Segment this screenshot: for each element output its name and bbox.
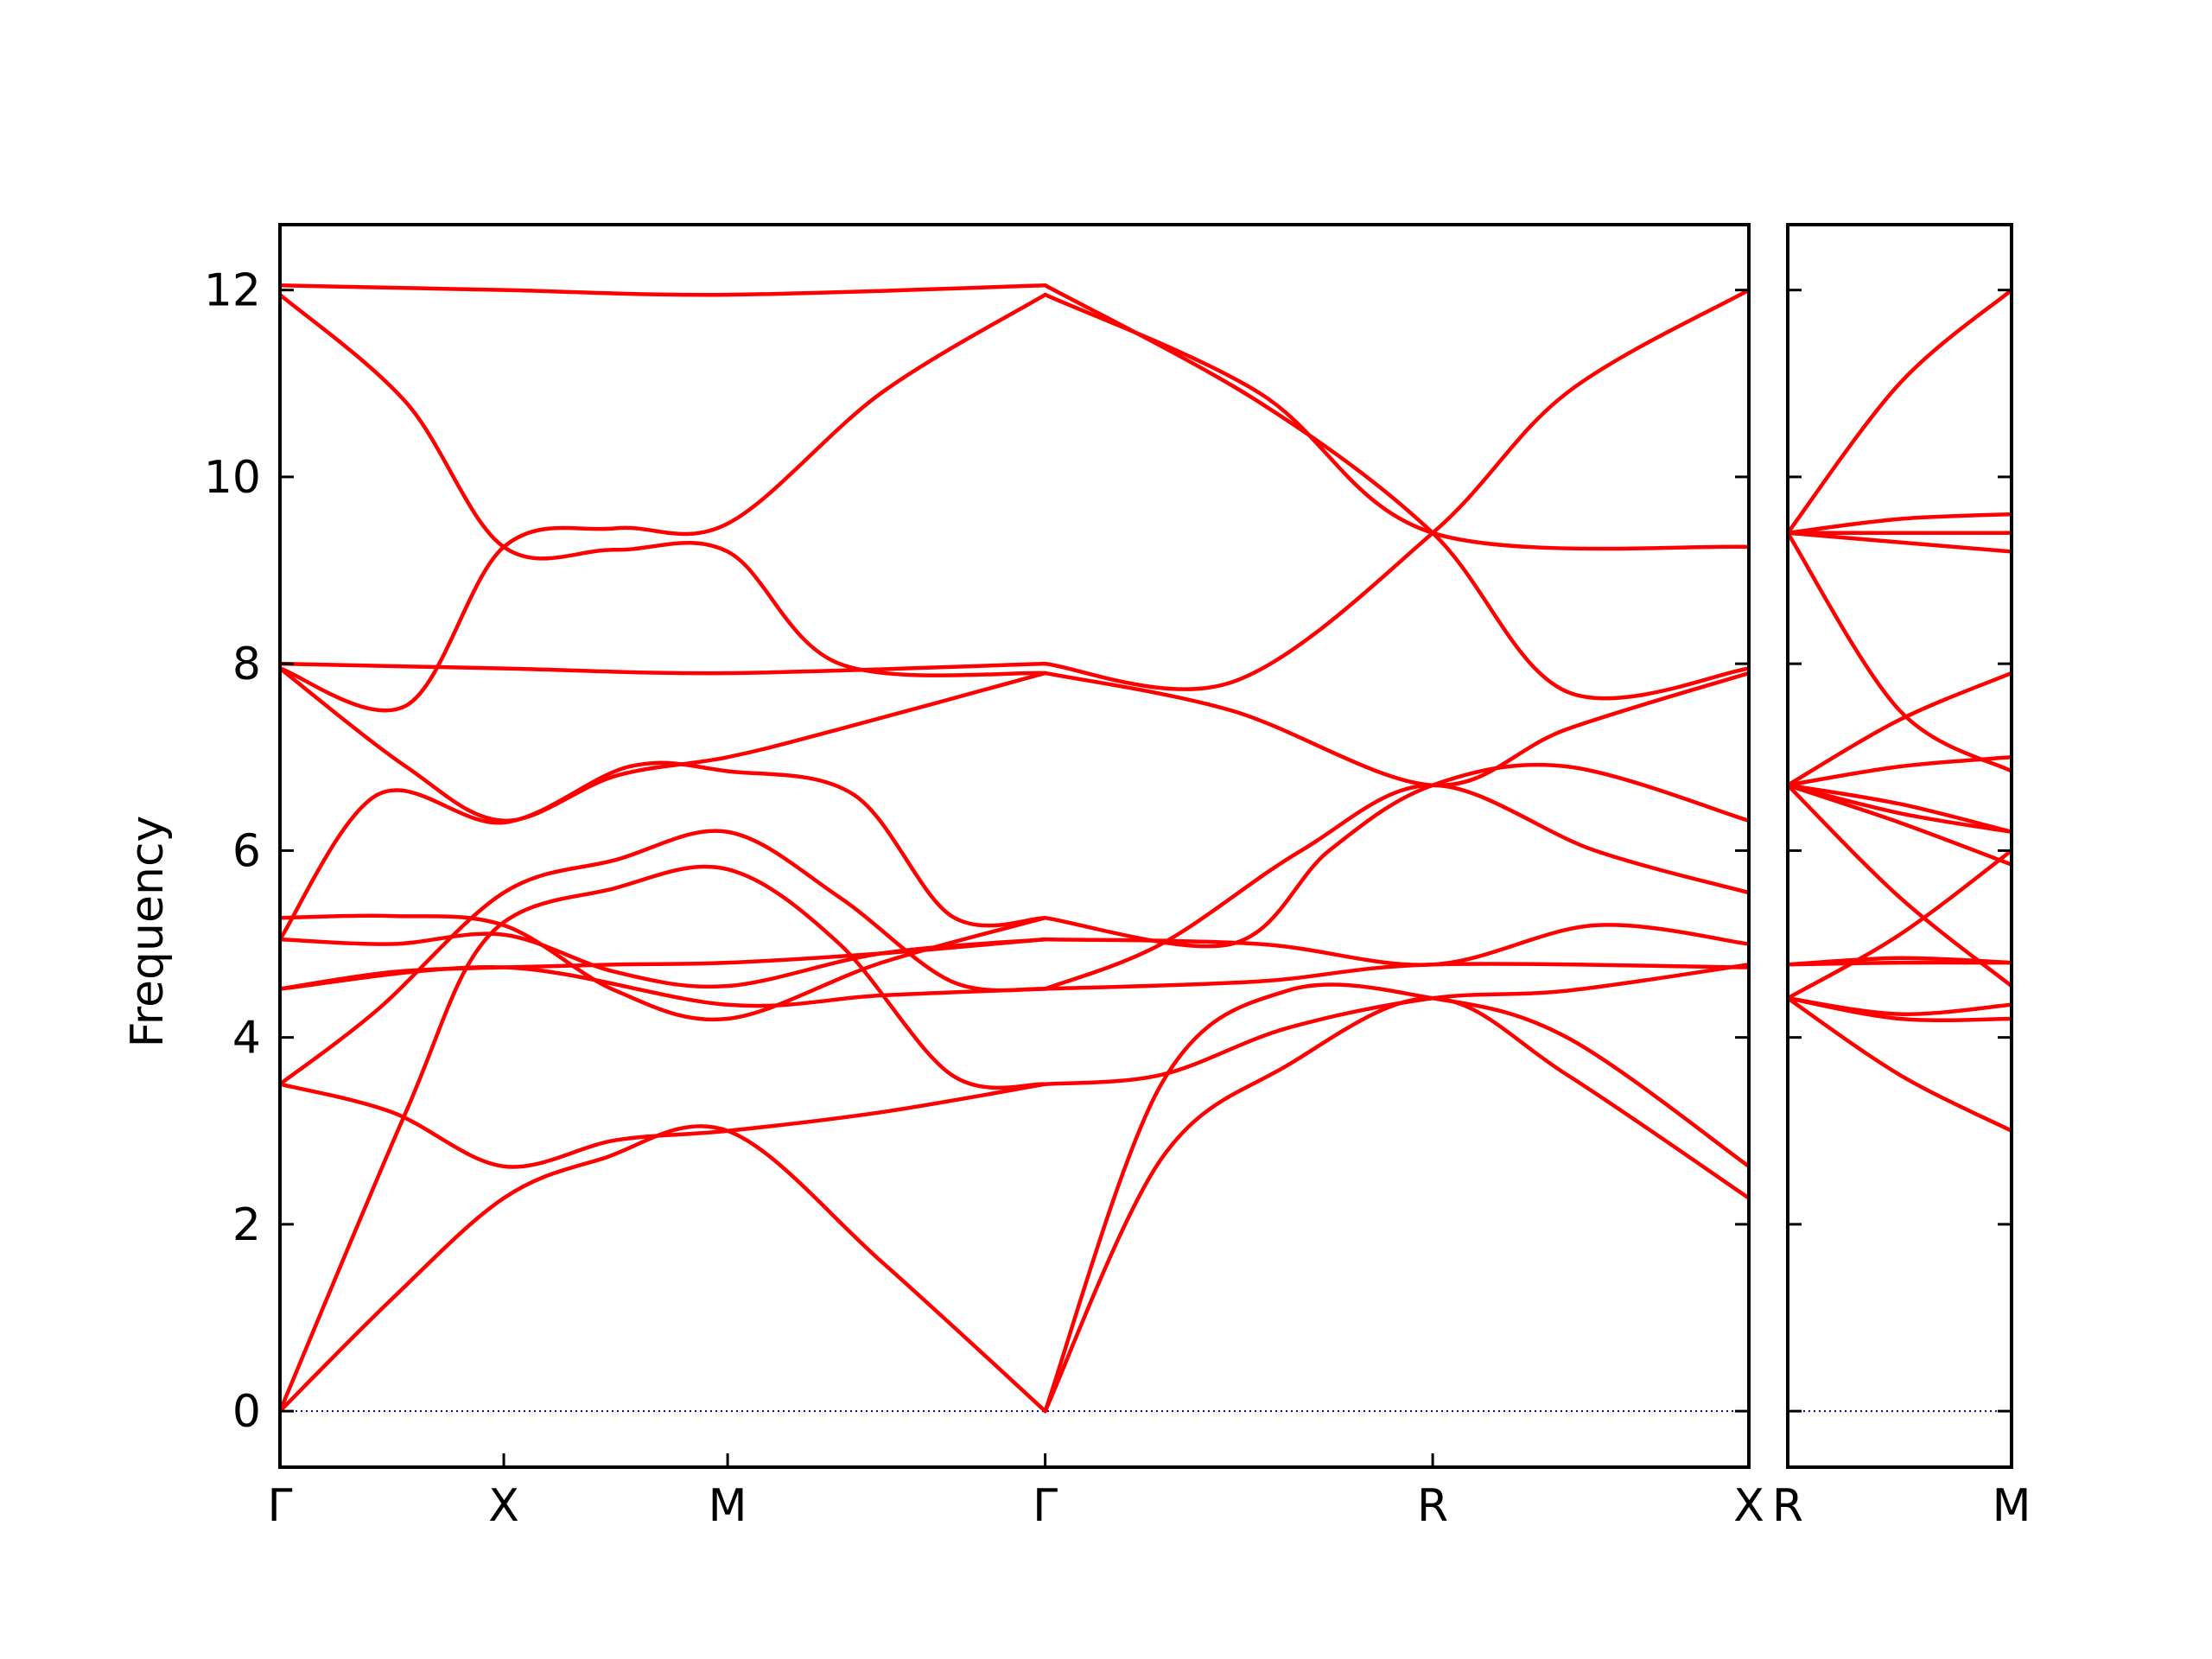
phonon-band-0-3 [280, 829, 1047, 1086]
phonon-band-1-10 [1788, 755, 2012, 787]
x-tick-label-0-2: M [709, 1480, 747, 1532]
phonon-band-1-6 [1788, 783, 2012, 988]
x-tick-label-0-4: R [1417, 1480, 1448, 1532]
phonon-band-0-0 [280, 1124, 1047, 1414]
phonon-band-0-11 [280, 661, 1047, 676]
phonon-band-0-17 [1043, 962, 1749, 991]
phonon-band-0-8 [280, 913, 1047, 1022]
phonon-band-0-5 [280, 965, 1047, 1008]
phonon-band-1-13 [1788, 531, 2012, 554]
phonon-band-1-15 [1788, 512, 2012, 536]
phonon-band-1-9 [1788, 783, 2012, 835]
x-tick-label-0-1: X [488, 1480, 519, 1532]
phonon-band-0-1 [280, 864, 1047, 1414]
phonon-band-0-2 [280, 1082, 1047, 1169]
phonon-band-1-12 [1788, 531, 2012, 773]
phonon-band-0-6 [280, 931, 1047, 989]
phonon-band-0-12 [280, 283, 1047, 297]
phonon-band-0-10 [280, 666, 1047, 823]
phonon-band-1-16 [1788, 288, 2012, 536]
phonon-band-0-23 [1043, 283, 1749, 701]
y-tick-label: 12 [204, 265, 261, 317]
phonon-band-1-4 [1788, 960, 2012, 967]
y-tick-label: 0 [232, 1386, 261, 1438]
phonon-band-1-5 [1788, 849, 2012, 1001]
x-tick-label-0-5: X [1733, 1480, 1764, 1532]
phonon-band-0-22 [1043, 288, 1749, 691]
phonon-band-0-7 [280, 760, 1047, 942]
y-tick-label: 8 [232, 639, 261, 690]
x-tick-label-1-0: R [1772, 1480, 1803, 1532]
phonon-band-0-15 [1043, 982, 1749, 1414]
phonon-band-0-21 [1043, 671, 1749, 787]
phonon-band-0-20 [1043, 783, 1749, 991]
y-tick-label: 4 [232, 1013, 261, 1065]
plot-frame [278, 223, 1751, 1469]
phonon-band-0-18 [1043, 923, 1749, 967]
y-axis: 0 2 4 6 8 10 12 [204, 265, 261, 1438]
x-tick-label-1-1: M [1993, 1480, 2031, 1532]
phonon-band-0-14 [1043, 995, 1749, 1414]
y-tick-label: 6 [232, 825, 261, 877]
phonon-band-0-13 [280, 292, 1047, 677]
phonon-band-1-0 [1788, 995, 2012, 1134]
phonon-band-0-19 [1043, 762, 1749, 949]
x-tick-label-0-3: Γ [1033, 1480, 1058, 1532]
phonon-band-0-24 [1043, 292, 1749, 551]
phonon-band-1-2 [1788, 995, 2012, 1016]
y-axis-label: Frequency [122, 816, 174, 1048]
y-tick-label: 2 [232, 1199, 261, 1251]
phonon-band-1-8 [1788, 783, 2012, 835]
y-tick-label: 10 [204, 452, 261, 504]
phonon-band-0-9 [280, 292, 1047, 713]
x-tick-label-0-0: Γ [268, 1480, 293, 1532]
plot-frame [1786, 223, 2013, 1469]
phonon-band-1-11 [1788, 671, 2012, 787]
phonon-band-0-16 [1043, 963, 1749, 1086]
